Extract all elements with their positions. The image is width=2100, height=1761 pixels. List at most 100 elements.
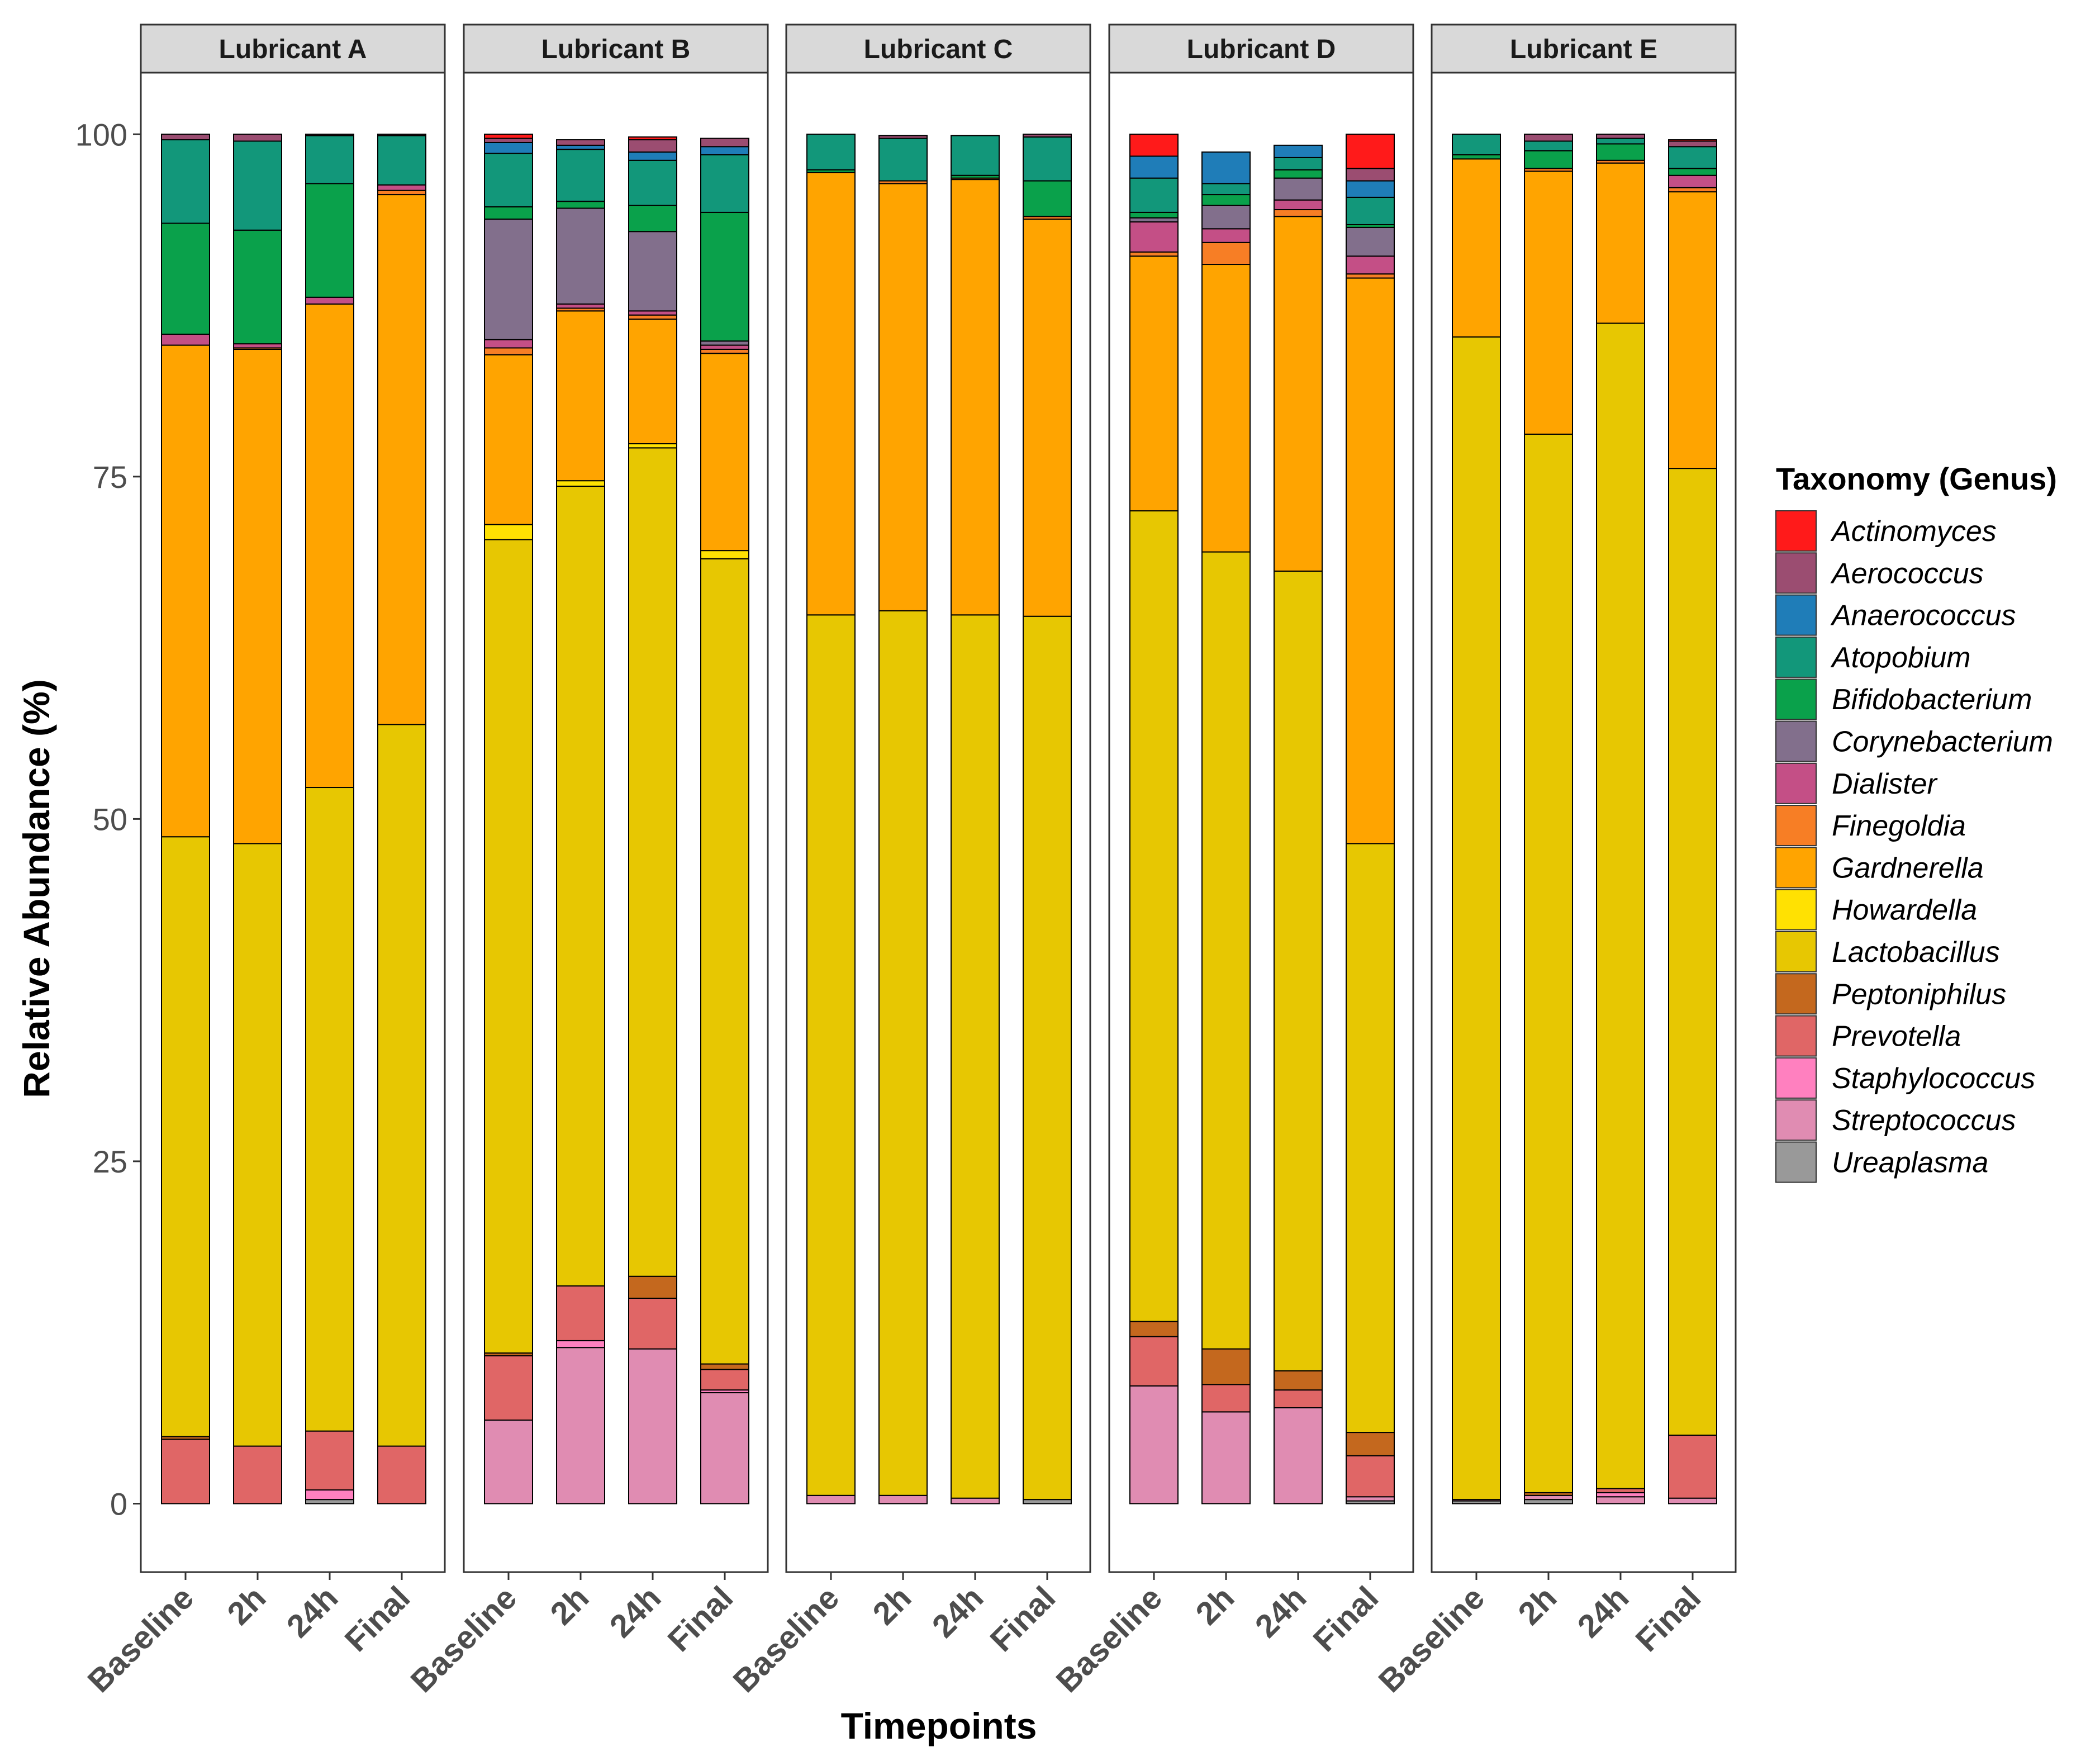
bar-segment-bifidobacterium: [1596, 143, 1645, 161]
bar-lubricant-e-baseline: [1452, 134, 1501, 1504]
legend-key: [1775, 762, 1817, 804]
legend-item-aerococcus: Aerococcus: [1775, 552, 1984, 594]
bar-segment-howardella: [484, 524, 533, 540]
bar-segment-bifidobacterium: [484, 206, 533, 220]
legend-label: Aerococcus: [1830, 557, 1984, 590]
bar-segment-atopobium: [878, 137, 928, 182]
facet-strip-label: Lubricant B: [541, 35, 691, 64]
legend-item-ureaplasma: Ureaplasma: [1775, 1141, 1988, 1183]
bar-segment-peptoniphilus: [1346, 1432, 1395, 1456]
bar-segment-lactobacillus: [1452, 336, 1501, 1501]
bar-segment-aerococcus: [1596, 134, 1645, 139]
bar-segment-howardella: [628, 443, 677, 449]
legend-key: [1775, 594, 1817, 636]
bar-segment-gardnerella: [1201, 264, 1251, 553]
facet-strip: [1108, 23, 1414, 74]
bar-lubricant-c-final: [1023, 134, 1072, 1504]
bar-lubricant-b-final: [700, 137, 749, 1504]
bar-segment-bifidobacterium: [628, 205, 677, 232]
bar-segment-dialister: [484, 339, 533, 349]
bar-segment-anaerococcus: [628, 151, 677, 161]
bar-segment-atopobium: [305, 135, 354, 184]
bar-segment-gardnerella: [628, 319, 677, 445]
bar-segment-streptococcus: [1129, 1385, 1179, 1504]
facet-strip-label: Lubricant D: [1187, 35, 1336, 64]
bar-segment-gardnerella: [878, 183, 928, 611]
bar-segment-actinomyces: [1129, 134, 1179, 157]
legend-key: [1775, 1015, 1817, 1057]
bar-segment-finegoldia: [377, 189, 426, 196]
bar-segment-finegoldia: [1346, 273, 1395, 279]
x-tick-label: Baseline: [1372, 1579, 1492, 1700]
bar-segment-aerococcus: [484, 137, 533, 143]
bar-segment-atopobium: [484, 153, 533, 208]
bar-segment-lactobacillus: [951, 614, 1000, 1499]
bar-segment-streptococcus: [484, 1420, 533, 1504]
bar-segment-gardnerella: [484, 354, 533, 525]
facet-strip-label: Lubricant E: [1510, 35, 1657, 64]
bar-segment-bifidobacterium: [1129, 211, 1179, 219]
bar-segment-gardnerella: [1668, 191, 1717, 469]
bar-segment-gardnerella: [1346, 277, 1395, 844]
y-axis: 0 25 50 75 100: [75, 117, 141, 1521]
bar-segment-bifidobacterium: [1201, 194, 1251, 206]
legend-label: Gardnerella: [1832, 852, 1984, 884]
x-tick-label: 2h: [1511, 1579, 1564, 1632]
bar-segment-streptococcus: [806, 1494, 856, 1504]
y-tick-label: 75: [93, 459, 127, 495]
legend-item-actinomyces: Actinomyces: [1775, 510, 1997, 552]
bar-lubricant-d-24h: [1274, 144, 1323, 1504]
bar-segment-finegoldia: [628, 314, 677, 320]
bar-segment-streptococcus: [556, 1347, 605, 1504]
bar-segment-atopobium: [1596, 137, 1645, 145]
bar-segment-bifidobacterium: [700, 211, 749, 342]
facet-strip: [140, 23, 446, 74]
x-tick-label: 24h: [1248, 1579, 1314, 1645]
legend-item-howardella: Howardella: [1775, 889, 1977, 931]
bar-segment-actinomyces: [484, 134, 533, 139]
legend-key: [1775, 889, 1817, 931]
bar-segment-lactobacillus: [700, 558, 749, 1365]
bar-segment-corynebacterium: [1201, 205, 1251, 230]
bar-segment-streptococcus: [1596, 1496, 1645, 1504]
bar-segment-dialister: [1668, 174, 1717, 188]
legend-key: [1775, 720, 1817, 762]
bar-lubricant-e-final: [1668, 139, 1717, 1504]
bar-segment-atopobium: [1452, 134, 1501, 156]
legend-label: Streptococcus: [1832, 1104, 2016, 1137]
bar-segment-bifidobacterium: [305, 183, 354, 298]
legend-item-bifidobacterium: Bifidobacterium: [1775, 678, 2032, 720]
x-tick-label: 2h: [220, 1579, 273, 1632]
legend-item-lactobacillus: Lactobacillus: [1775, 931, 2000, 972]
bar-segment-streptococcus: [1346, 1496, 1395, 1502]
legend-key: [1775, 805, 1817, 847]
x-tick-label: 2h: [1189, 1579, 1241, 1632]
bar-segment-gardnerella: [1129, 255, 1179, 512]
bar-segment-lactobacillus: [1023, 615, 1072, 1501]
bar-segment-atopobium: [1129, 177, 1179, 213]
bar-segment-lactobacillus: [233, 843, 282, 1447]
legend-label: Atopobium: [1830, 642, 1971, 674]
y-tick-label: 25: [93, 1144, 127, 1179]
legend-item-prevotella: Prevotella: [1775, 1015, 1961, 1057]
bar-segment-aerococcus: [305, 134, 354, 136]
bar-segment-gardnerella: [161, 344, 210, 838]
bar-segment-howardella: [556, 480, 605, 487]
legend-label: Ureaplasma: [1832, 1147, 1988, 1179]
x-tick-label: 2h: [866, 1579, 918, 1632]
bar-segment-finegoldia: [484, 347, 533, 355]
bar-segment-aerococcus: [628, 139, 677, 153]
bar-segment-atopobium: [556, 149, 605, 202]
bar-segment-bifidobacterium: [1668, 168, 1717, 176]
bar-segment-atopobium: [1524, 140, 1573, 151]
bar-segment-prevotella: [1596, 1488, 1645, 1493]
y-tick-label: 100: [75, 117, 127, 152]
bar-segment-aerococcus: [1668, 140, 1717, 148]
bar-segment-prevotella: [484, 1355, 533, 1421]
x-tick-label: Final: [984, 1579, 1063, 1659]
bar-segment-corynebacterium: [1346, 226, 1395, 257]
bar-segment-dialister: [161, 333, 210, 346]
bar-lubricant-b-2h: [556, 139, 605, 1504]
